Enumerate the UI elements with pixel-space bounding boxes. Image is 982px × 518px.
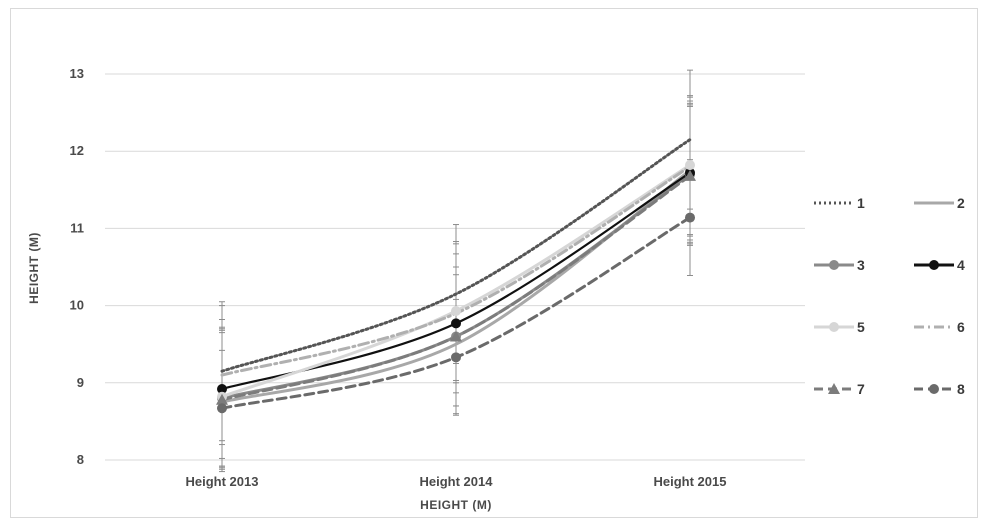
data-point	[929, 260, 939, 270]
x-axis-title: HEIGHT (M)	[420, 498, 492, 512]
legend-label: 1	[857, 195, 865, 211]
error-bars	[219, 69, 693, 473]
legend-item-7: 7	[814, 381, 865, 397]
data-point	[828, 383, 840, 394]
y-tick-label: 12	[70, 143, 84, 158]
data-point	[451, 352, 461, 363]
y-tick-label: 13	[70, 66, 84, 81]
data-point	[829, 260, 839, 270]
series-line-1	[220, 138, 692, 373]
legend-item-6: 6	[914, 319, 965, 335]
data-point	[217, 403, 227, 414]
legend-label: 5	[857, 319, 865, 335]
data-point	[217, 383, 227, 394]
data-point	[451, 318, 461, 329]
y-tick-label: 10	[70, 298, 84, 313]
data-point	[451, 306, 461, 317]
y-tick-label: 11	[70, 220, 84, 235]
legend-item-8: 8	[914, 381, 965, 397]
data-point	[829, 322, 839, 332]
y-tick-label: 9	[77, 375, 84, 390]
x-tick-labels: Height 2013 Height 2014 Height 2015	[186, 474, 727, 489]
x-tick-label: Height 2015	[654, 474, 727, 489]
data-point	[685, 212, 695, 223]
legend-label: 3	[857, 257, 865, 273]
data-point	[216, 393, 228, 405]
y-axis-title: HEIGHT (M)	[27, 232, 41, 304]
legend-label: 7	[857, 381, 865, 397]
chart-frame	[10, 8, 978, 518]
x-tick-label: Height 2013	[186, 474, 259, 489]
legend-item-3: 3	[814, 257, 865, 273]
legend-item-1: 1	[814, 195, 865, 211]
y-tick-label: 8	[77, 452, 84, 467]
series-markers	[216, 160, 696, 414]
legend: 1 2 3 4 5 6 7 8	[814, 195, 965, 397]
data-point	[450, 330, 462, 342]
legend-label: 8	[957, 381, 965, 397]
legend-item-5: 5	[814, 319, 865, 335]
legend-label: 4	[957, 257, 965, 273]
data-point	[929, 384, 939, 394]
data-point	[685, 160, 695, 171]
legend-item-4: 4	[914, 257, 965, 273]
legend-label: 2	[957, 195, 965, 211]
y-tick-labels: 8 9 10 11 12 13	[70, 66, 84, 467]
legend-label: 6	[957, 319, 965, 335]
data-point	[684, 169, 696, 181]
legend-item-2: 2	[914, 195, 965, 211]
x-tick-label: Height 2014	[420, 474, 494, 489]
